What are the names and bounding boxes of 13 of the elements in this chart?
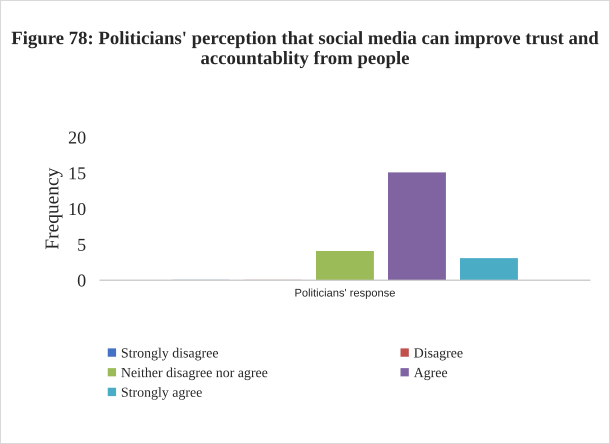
chart-title: Figure 78: Politicians' perception that social media can improve trust and accountablity from people [12, 31, 599, 68]
x-tick-label: Politicians' response [295, 288, 395, 299]
legend-label: Agree [414, 368, 448, 380]
legend-label: Strongly agree [122, 387, 202, 400]
legend-label: Disagree [414, 348, 463, 360]
y-axis-title: Frequency [46, 168, 63, 250]
y-tick-label: 0 [78, 274, 86, 287]
y-tick-label: 20 [68, 131, 86, 144]
y-tick-label: 15 [70, 167, 86, 180]
y-tick-label: 10 [70, 202, 86, 216]
y-tick-label: 5 [78, 238, 86, 251]
legend-label: Strongly disagree [122, 348, 218, 360]
legend-label: Neither disagree nor agree [121, 367, 268, 380]
